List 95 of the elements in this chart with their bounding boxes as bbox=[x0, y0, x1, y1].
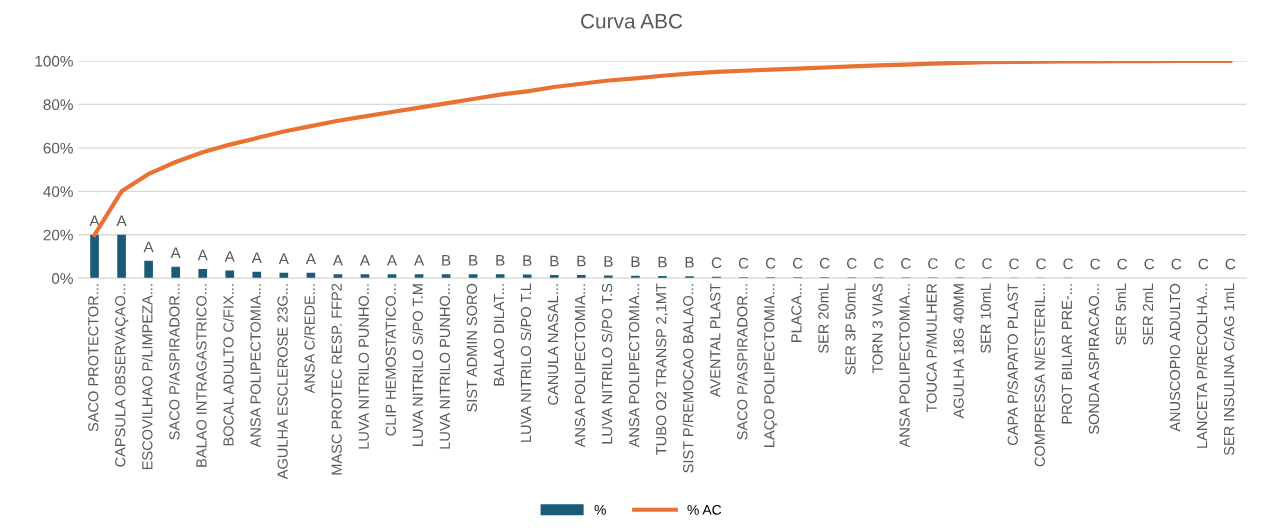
x-tick-label: LANCETA P/RECOLHA... bbox=[1196, 284, 1208, 448]
data-label: C bbox=[1117, 258, 1128, 270]
x-tick-label: LUVA NITRILO PUNHO... bbox=[358, 284, 369, 449]
x-tick-label: SER 10mL bbox=[980, 283, 991, 353]
data-label: C bbox=[765, 257, 776, 269]
legend-label: % AC bbox=[687, 504, 722, 515]
x-tick-label: LUVA NITRILO S/PO T.M bbox=[412, 284, 423, 446]
data-label: C bbox=[1090, 258, 1101, 270]
x-tick-label: SER 3P 50mL bbox=[845, 283, 856, 375]
data-label: A bbox=[413, 255, 425, 266]
data-label: A bbox=[89, 215, 100, 227]
data-label: B bbox=[523, 255, 532, 266]
x-tick-label: CAPA P/SAPATO PLAST bbox=[1007, 283, 1018, 446]
data-label: B bbox=[442, 255, 451, 266]
x-tick-label: CANULA NASAL... bbox=[547, 284, 559, 405]
x-tick-label: AVENTAL PLAST bbox=[710, 283, 721, 398]
data-label: C bbox=[874, 257, 884, 269]
data-label: C bbox=[1036, 258, 1046, 270]
data-label: A bbox=[170, 247, 181, 259]
x-tick-label: ANSA C/REDE... bbox=[304, 284, 315, 394]
data-label: A bbox=[278, 253, 289, 265]
x-tick-label: PLACA... bbox=[791, 284, 802, 342]
x-tick-label: BALAO DILAT... bbox=[493, 284, 505, 386]
x-tick-label: TOUCA P/MULHER bbox=[926, 283, 937, 413]
x-tick-label: LUVA NITRILO PUNHO... bbox=[439, 284, 451, 449]
data-label: B bbox=[496, 255, 505, 266]
x-tick-label: SER 2mL bbox=[1142, 283, 1154, 345]
x-tick-label: CAPSULA OBSERVAÇAO... bbox=[115, 284, 129, 467]
y-tick-label: 60% bbox=[43, 142, 73, 154]
x-tick-label: ESCOVILHAO P/LIMPEZA... bbox=[141, 284, 153, 470]
data-label: C bbox=[955, 258, 965, 270]
data-label: C bbox=[901, 257, 911, 269]
data-label: A bbox=[359, 255, 371, 266]
x-tick-label: TUBO O2 TRANSP 2,1MT bbox=[656, 283, 669, 455]
x-tick-label: ANSA POLIPECTOMIA... bbox=[899, 284, 910, 448]
data-label: C bbox=[738, 257, 749, 269]
data-label: B bbox=[550, 255, 559, 267]
data-label: A bbox=[197, 249, 208, 261]
y-tick-label: 0% bbox=[51, 273, 73, 284]
data-label: C bbox=[711, 257, 722, 269]
x-tick-label: AGULHA ESCLEROSE 23G... bbox=[277, 284, 288, 480]
x-tick-label: LAÇO POLIPECTOMIA... bbox=[764, 284, 778, 447]
data-label: C bbox=[982, 258, 992, 270]
data-label: A bbox=[305, 253, 316, 265]
x-tick-label: ANSA POLIPECTOMIA... bbox=[574, 284, 586, 448]
data-label: B bbox=[685, 257, 694, 268]
x-tick-label: SER 20mL bbox=[818, 283, 829, 353]
data-label: C bbox=[819, 257, 830, 269]
data-label: A bbox=[224, 251, 235, 262]
data-label: B bbox=[577, 255, 586, 267]
x-tick-label: AGULHA 18G 40MM bbox=[953, 284, 964, 419]
x-tick-label: ANSA POLIPECTOMIA... bbox=[250, 284, 261, 448]
data-label: B bbox=[631, 256, 640, 267]
x-tick-label: SACO P/ASPIRADOR... bbox=[168, 284, 180, 440]
y-tick-label: 40% bbox=[43, 186, 73, 198]
data-label: C bbox=[1198, 258, 1209, 270]
data-label: C bbox=[847, 257, 857, 269]
data-label: C bbox=[792, 257, 803, 269]
data-label: B bbox=[604, 256, 613, 267]
x-tick-label: MASC PROTEC RESP. FFP2 bbox=[331, 283, 342, 475]
x-tick-label: SER 5mL bbox=[1115, 283, 1127, 345]
y-tick-label: 20% bbox=[43, 229, 73, 241]
x-tick-label: BOCAL ADULTO C/FIX... bbox=[222, 284, 234, 446]
x-tick-label: PROT BILIAR PRE-... bbox=[1061, 284, 1073, 424]
x-tick-label: SIST ADMIN SORO bbox=[466, 283, 478, 412]
x-tick-label: SACO P/ASPIRADOR... bbox=[736, 284, 748, 440]
chart-title: Curva ABC bbox=[581, 13, 683, 29]
data-label: B bbox=[469, 255, 478, 266]
x-tick-label: LUVA NITRILO S/PO T.L bbox=[520, 283, 532, 442]
x-tick-label: LUVA NITRILO S/PO T.S bbox=[601, 283, 613, 444]
x-tick-label: ANUSCOPIO ADULTO bbox=[1169, 283, 1181, 432]
data-label: C bbox=[928, 258, 938, 270]
x-tick-label: BALAO INTRAGASTRICO... bbox=[196, 284, 207, 467]
x-tick-label: CLIP HEMOSTATICO... bbox=[385, 284, 396, 436]
y-tick-label: 100% bbox=[35, 55, 73, 67]
data-label: C bbox=[1225, 258, 1236, 270]
data-label: C bbox=[1171, 258, 1182, 270]
x-tick-label: ANSA POLIPECTOMIA... bbox=[628, 284, 640, 448]
x-tick-label: SER INSULINA C/AG 1mL bbox=[1223, 283, 1235, 456]
data-label: A bbox=[251, 252, 262, 264]
x-tick-label: SONDA ASPIRACAO... bbox=[1088, 284, 1100, 435]
data-label: A bbox=[143, 241, 154, 253]
data-label: A bbox=[386, 255, 398, 266]
data-label: C bbox=[1009, 258, 1019, 270]
data-label: A bbox=[332, 255, 343, 266]
x-tick-label: COMPRESSA N/ESTERIL... bbox=[1034, 284, 1045, 467]
data-label: A bbox=[116, 215, 127, 227]
x-tick-label: SIST P/REMOCAO BALAO... bbox=[682, 284, 694, 473]
legend-label: % bbox=[594, 504, 606, 515]
y-tick-label: 80% bbox=[43, 99, 73, 111]
data-label: C bbox=[1063, 258, 1074, 270]
data-label: C bbox=[1144, 258, 1155, 270]
x-tick-label: SACO PROTECTOR... bbox=[88, 284, 99, 432]
data-label: B bbox=[658, 256, 667, 268]
x-tick-label: TORN 3 VIAS bbox=[872, 283, 883, 374]
